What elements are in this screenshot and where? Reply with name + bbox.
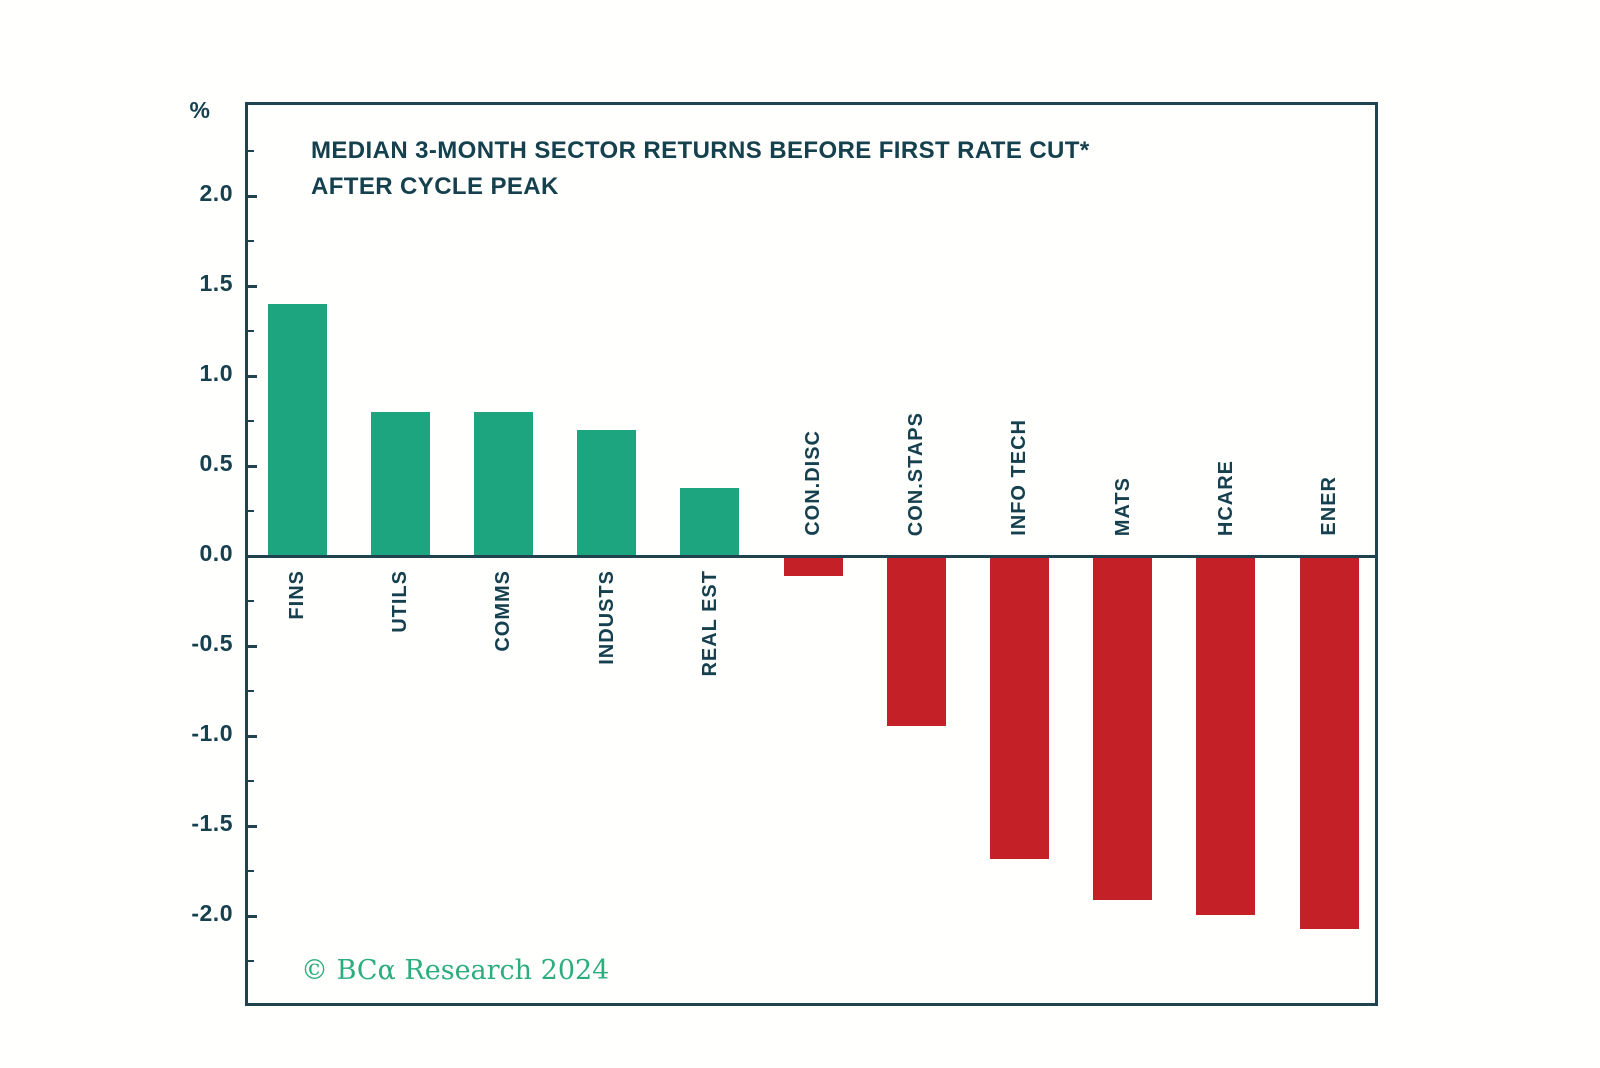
credit-text: © BCα Research 2024 [301,955,610,986]
y-tick-0-0 [248,554,257,558]
y-tick-label-2-0: -2.0 [191,900,233,926]
y-axis-unit-label: % [189,97,210,123]
bar-info-tech [989,557,1049,859]
bar-mats [1093,557,1153,901]
bar-con-disc [783,557,843,577]
chart-title: MEDIAN 3-MONTH SECTOR RETURNS BEFORE FIR… [311,133,1090,205]
y-tick-1-0 [248,374,257,378]
bar-label-real-est: REAL EST [698,570,721,677]
y-tick-1-5 [248,824,257,828]
y-minor-tick [248,870,254,872]
bar-ener [1299,557,1359,930]
y-tick-2-0 [248,194,257,198]
bar-hcare [1196,557,1256,915]
bar-label-comms: COMMS [492,570,515,652]
y-minor-tick [248,600,254,602]
y-minor-tick [248,240,254,242]
y-tick-label-1-5: 1.5 [199,270,233,296]
chart-title-line2: AFTER CYCLE PEAK [311,173,559,200]
bar-label-industs: INDUSTS [595,570,618,665]
y-minor-tick [248,690,254,692]
plot-inner: MEDIAN 3-MONTH SECTOR RETURNS BEFORE FIR… [248,105,1375,1003]
y-tick-label-0-5: 0.5 [199,450,233,476]
y-tick-0-5 [248,644,257,648]
y-tick-label-0-0: 0.0 [199,540,233,566]
y-tick-label-1-0: -1.0 [191,720,233,746]
bar-label-utils: UTILS [389,570,412,633]
y-tick-label-1-0: 1.0 [199,360,233,386]
zero-baseline [248,554,1375,558]
bar-label-mats: MATS [1111,476,1134,536]
y-tick-1-5 [248,284,257,288]
bar-label-info-tech: INFO TECH [1008,419,1031,536]
bar-comms [473,412,533,555]
bar-real-est [680,487,740,555]
y-minor-tick [248,420,254,422]
y-minor-tick [248,330,254,332]
y-minor-tick [248,150,254,152]
bar-label-ener: ENER [1318,476,1340,536]
y-tick-1-0 [248,734,257,738]
chart-title-line1: MEDIAN 3-MONTH SECTOR RETURNS BEFORE FIR… [311,137,1090,164]
y-tick-label-1-5: -1.5 [191,810,233,836]
bar-fins [267,304,327,555]
y-tick-2-0 [248,914,257,918]
y-minor-tick [248,510,254,512]
y-tick-label-2-0: 2.0 [199,180,233,206]
bar-con-staps [886,557,946,726]
y-minor-tick [248,960,254,962]
y-minor-tick [248,780,254,782]
bar-utils [370,412,430,555]
bar-label-fins: FINS [286,570,308,620]
bar-industs [577,430,637,555]
bar-label-con-staps: CON.STAPS [905,411,928,536]
bar-label-hcare: HCARE [1214,459,1237,536]
plot-area: MEDIAN 3-MONTH SECTOR RETURNS BEFORE FIR… [245,102,1378,1006]
y-tick-label-0-5: -0.5 [191,630,233,656]
bar-label-con-disc: CON.DISC [802,430,824,536]
y-tick-0-5 [248,464,257,468]
